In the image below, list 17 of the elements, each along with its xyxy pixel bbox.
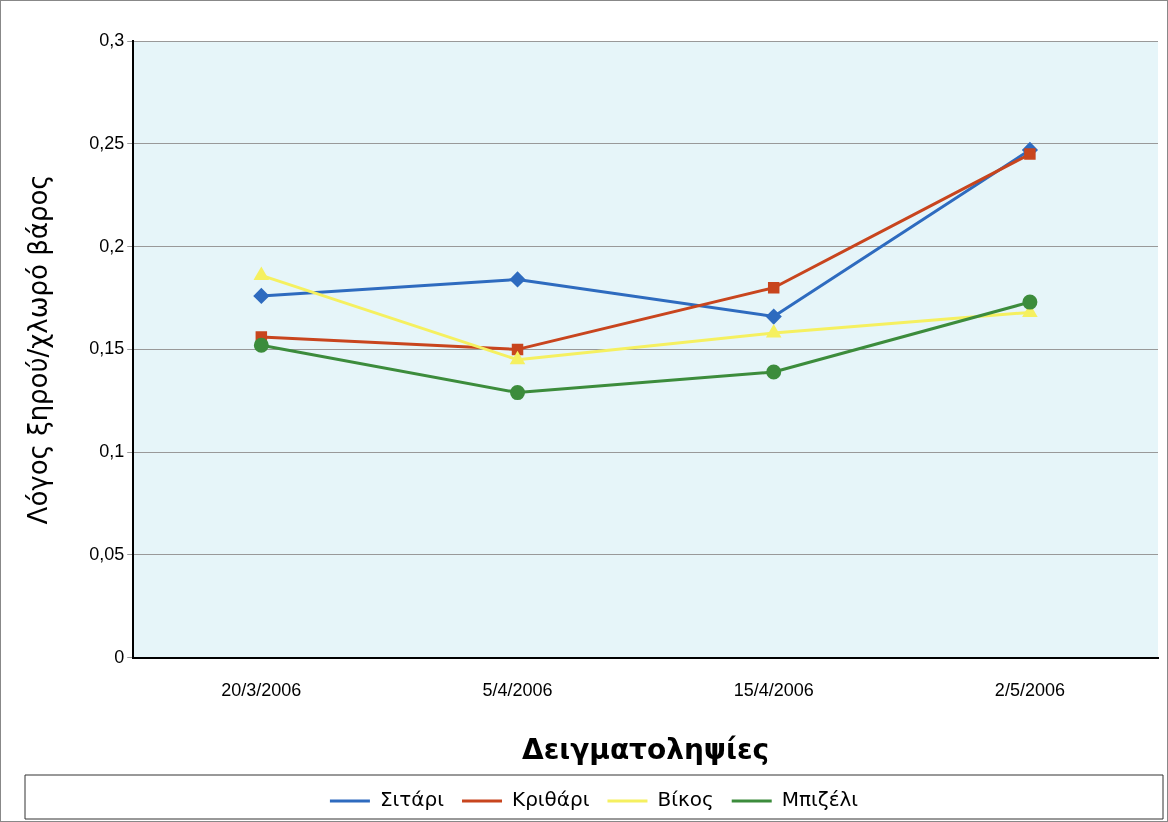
y-tick-label: 0,25 (89, 132, 125, 153)
x-tick-label: 2/5/2006 (994, 679, 1065, 700)
y-tick-label: 0,05 (89, 543, 125, 564)
y-axis-title: Λόγος ξηρού/χλωρό βάρος (23, 174, 54, 525)
x-tick-label: 20/3/2006 (221, 679, 302, 700)
legend-label: Μπιζέλι (781, 787, 859, 812)
legend-label: Βίκος (657, 787, 714, 812)
legend-label: Σιτάρι (379, 787, 445, 812)
y-tick-label: 0,15 (89, 338, 125, 359)
legend-label: Κριθάρι (512, 787, 590, 812)
x-axis-title: Δειγματοληψίες (522, 733, 770, 767)
x-tick-label: 15/4/2006 (733, 679, 814, 700)
y-tick-label: 0,1 (99, 441, 125, 462)
y-tick-label: 0 (114, 646, 125, 667)
y-tick-label: 0,2 (99, 235, 125, 256)
y-tick-label: 0,3 (99, 29, 125, 50)
x-tick-label: 5/4/2006 (482, 679, 553, 700)
